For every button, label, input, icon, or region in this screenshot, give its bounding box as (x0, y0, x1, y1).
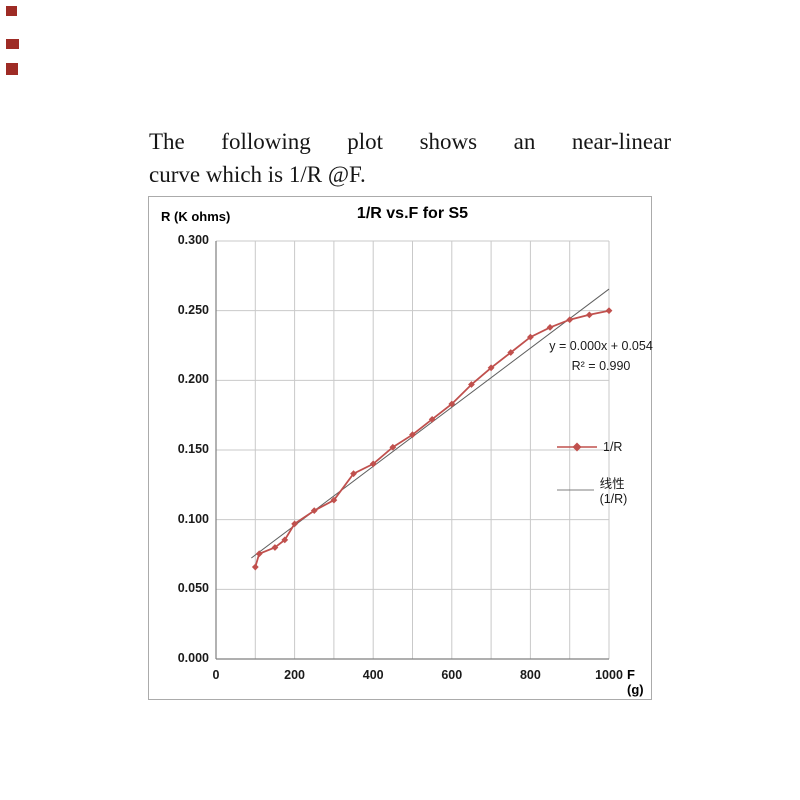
legend-series-label: 1/R (603, 440, 623, 454)
legend-item-trendline: 线性 (1/R) (557, 473, 651, 506)
y-tick-label: 0.300 (177, 233, 209, 247)
x-tick-label: 400 (362, 668, 384, 682)
x-tick-label: 600 (441, 668, 463, 682)
legend-trendline-marker-icon (557, 489, 594, 490)
y-tick-label: 0.200 (177, 372, 209, 387)
legend-series-marker-icon (557, 442, 597, 452)
y-axis-title: R (K ohms) (161, 209, 231, 224)
y-tick-label: 0.150 (177, 442, 209, 456)
y-tick-label: 0.250 (177, 302, 209, 317)
intro-line-1: The following plot shows an near-linear (149, 129, 671, 154)
x-tick-label: 1000 (595, 668, 623, 682)
trendline-r-squared: R² = 0.990 (571, 359, 631, 373)
corner-mark (6, 63, 18, 75)
legend-trendline-label: 线性 (1/R) (599, 477, 628, 506)
intro-paragraph: The following plot shows an near-linear … (149, 126, 671, 191)
x-axis-title: F (g) (627, 667, 644, 697)
y-tick-label: 0.000 (177, 651, 209, 665)
trendline-equation: y = 0.000x + 0.054 (549, 339, 653, 353)
corner-mark (6, 39, 19, 49)
trendline-annotation: y = 0.000x + 0.054 R² = 0.990 (527, 336, 675, 376)
x-tick-label: 800 (519, 668, 541, 682)
x-tick-label: 0 (212, 668, 220, 682)
plot-svg (215, 240, 613, 660)
corner-mark (6, 6, 17, 16)
y-tick-label: 0.100 (177, 511, 209, 526)
chart-container: 1/R vs.F for S5 R (K ohms) F (g) 0.000 0.… (148, 196, 653, 700)
x-tick-label: 200 (284, 668, 306, 682)
intro-line-2: curve which is 1/R @F. (149, 161, 366, 187)
legend-item-series: 1/R (557, 440, 622, 454)
chart-title: 1/R vs.F for S5 (356, 205, 469, 222)
y-tick-label: 0.050 (177, 581, 209, 596)
